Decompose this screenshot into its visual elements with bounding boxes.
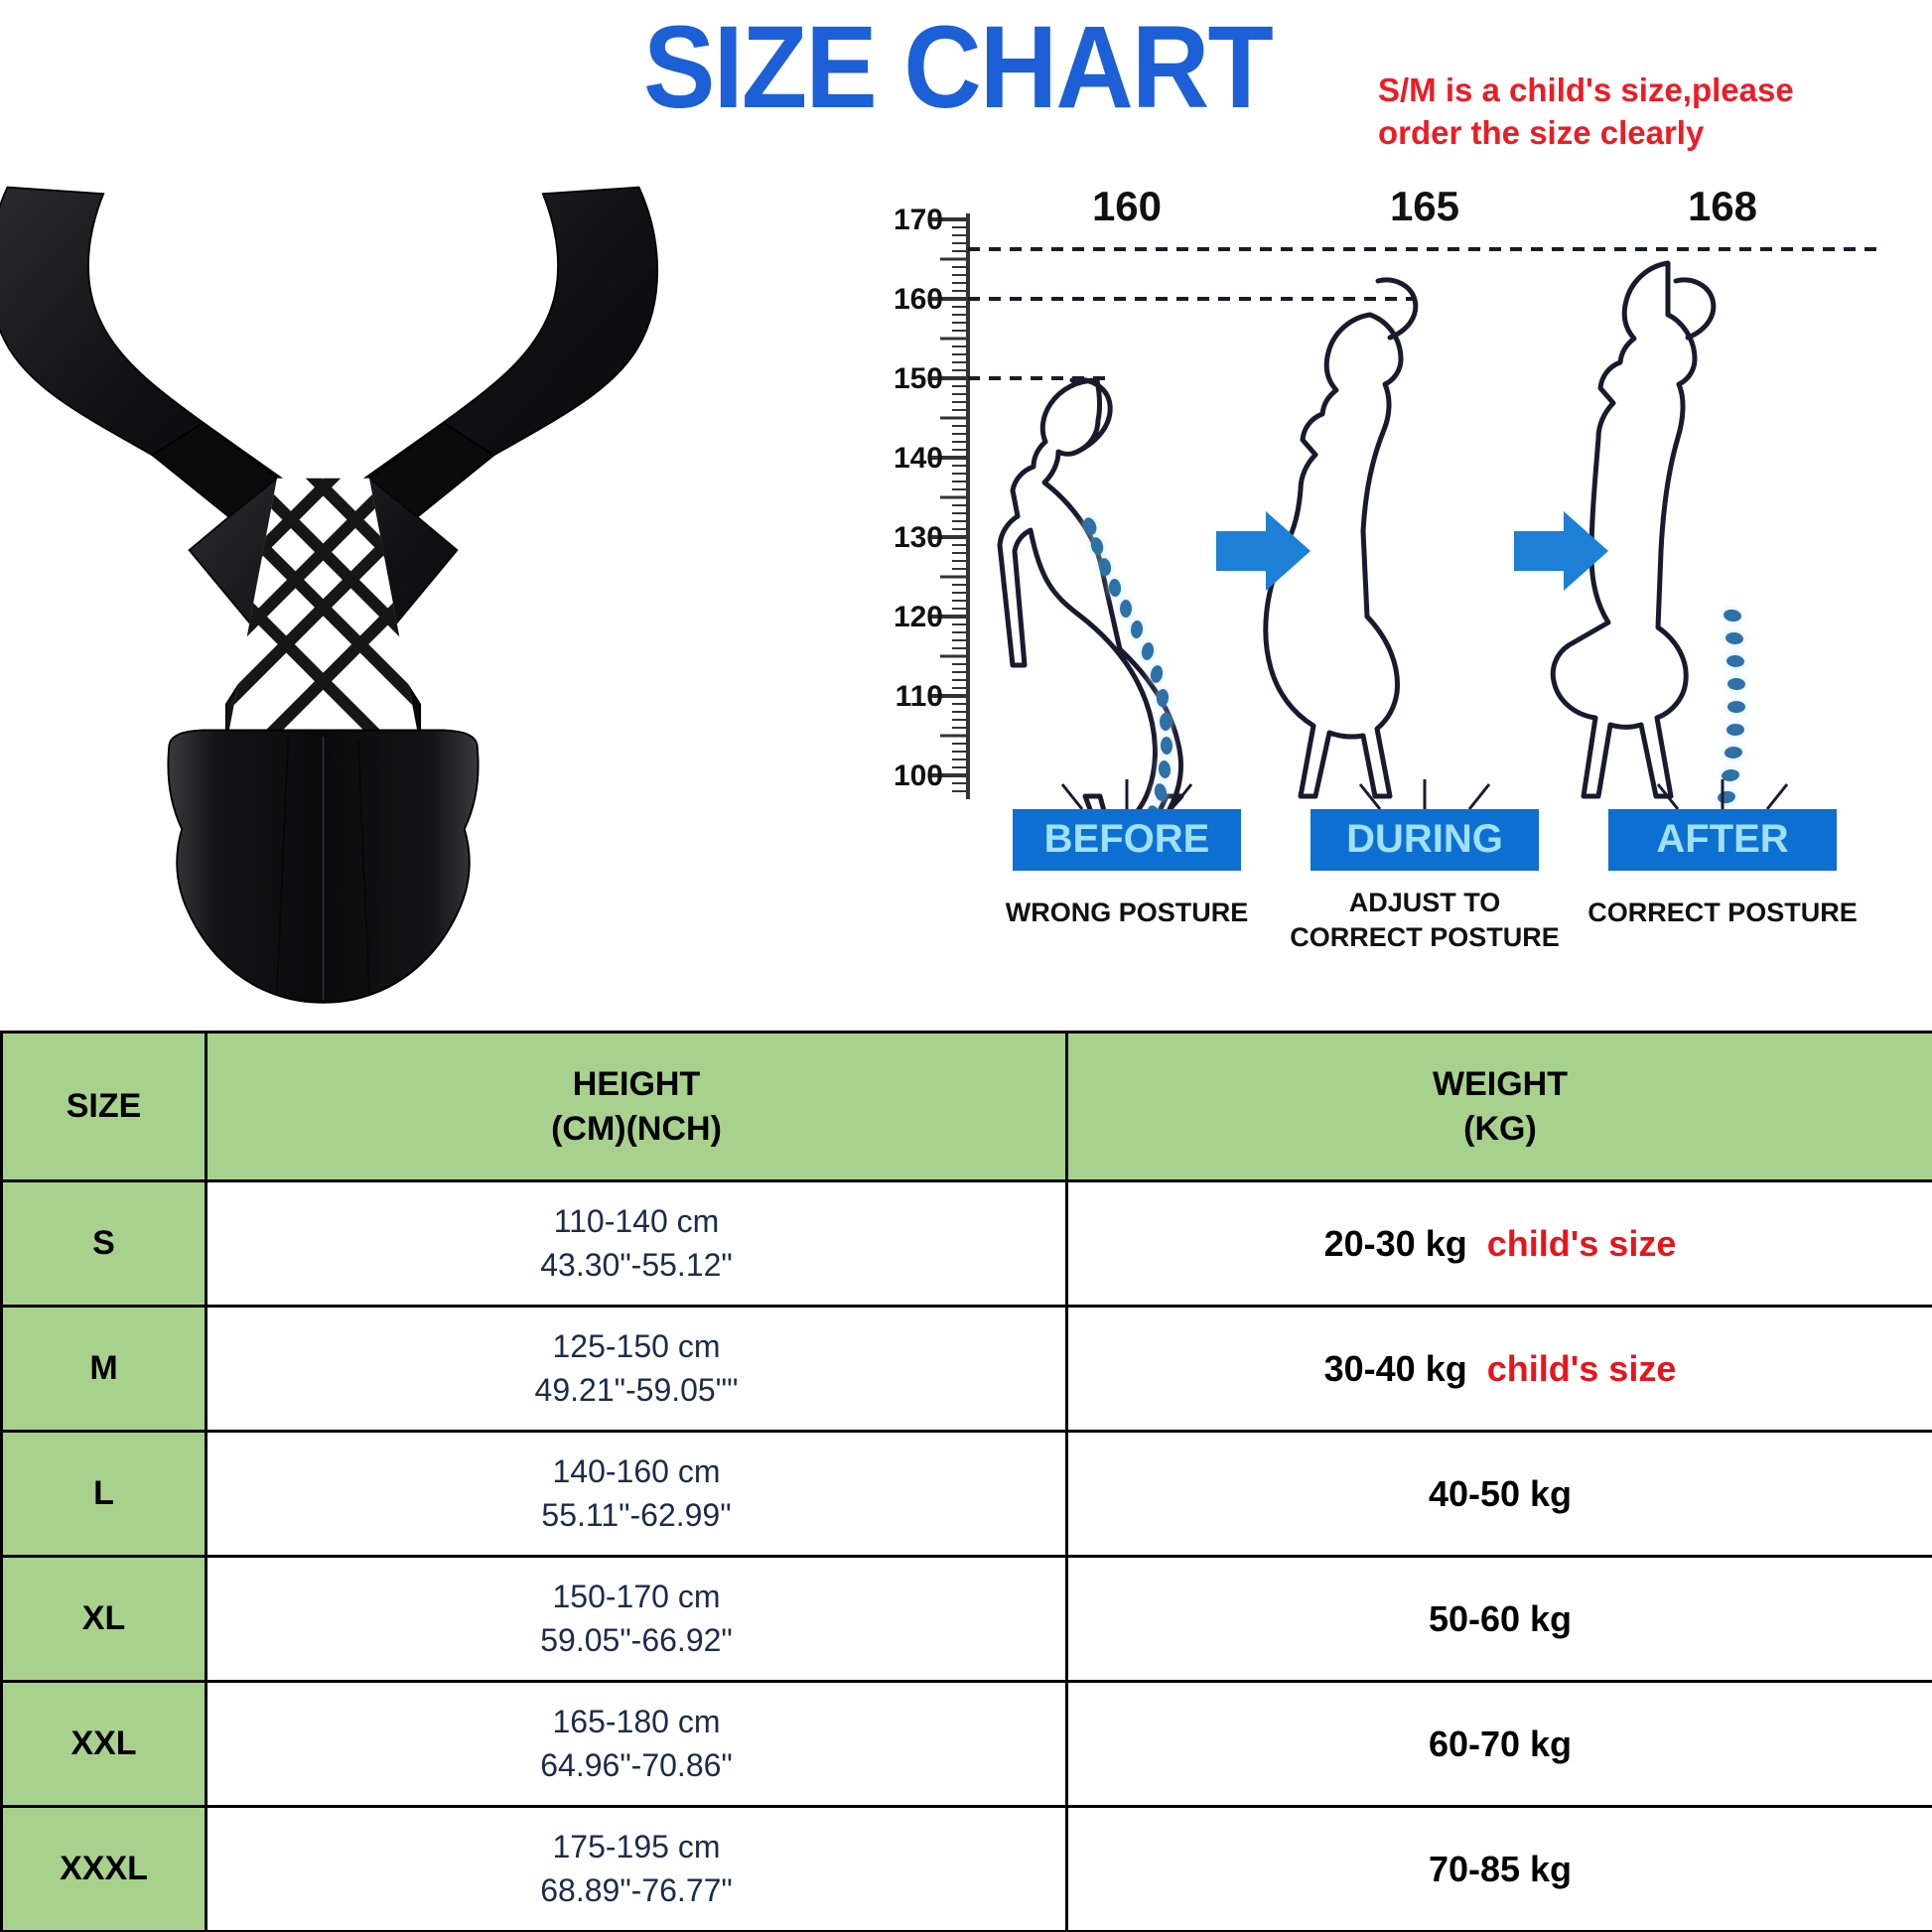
svg-text:165: 165 [1390, 189, 1459, 229]
svg-text:150: 150 [894, 362, 943, 395]
svg-text:CORRECT POSTURE: CORRECT POSTURE [1290, 922, 1560, 952]
svg-text:100: 100 [894, 759, 943, 792]
svg-text:ADJUST TO: ADJUST TO [1349, 888, 1501, 917]
svg-text:AFTER: AFTER [1656, 817, 1788, 861]
svg-text:140: 140 [894, 442, 943, 475]
svg-text:160: 160 [1092, 189, 1162, 229]
svg-text:CORRECT POSTURE: CORRECT POSTURE [1587, 897, 1858, 927]
svg-text:170: 170 [894, 204, 943, 236]
svg-text:BEFORE: BEFORE [1044, 817, 1210, 861]
svg-text:130: 130 [894, 521, 943, 554]
svg-text:160: 160 [894, 283, 943, 316]
svg-text:120: 120 [894, 601, 943, 633]
svg-text:168: 168 [1688, 189, 1757, 229]
svg-text:WRONG POSTURE: WRONG POSTURE [1006, 897, 1249, 927]
svg-text:DURING: DURING [1346, 817, 1503, 861]
svg-text:110: 110 [896, 680, 943, 713]
